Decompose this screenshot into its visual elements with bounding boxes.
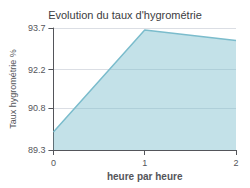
svg-text:1: 1 [142, 158, 147, 168]
svg-text:0: 0 [51, 158, 56, 168]
svg-text:89.3: 89.3 [28, 145, 46, 155]
svg-text:Taux hygrométrie %: Taux hygrométrie % [8, 49, 18, 129]
svg-text:Evolution du taux d'hygrométri: Evolution du taux d'hygrométrie [48, 9, 202, 21]
svg-text:90.8: 90.8 [28, 103, 46, 113]
svg-text:93.7: 93.7 [28, 23, 46, 33]
svg-text:92.2: 92.2 [28, 65, 46, 75]
svg-text:2: 2 [233, 158, 238, 168]
svg-text:heure par heure: heure par heure [107, 171, 183, 182]
